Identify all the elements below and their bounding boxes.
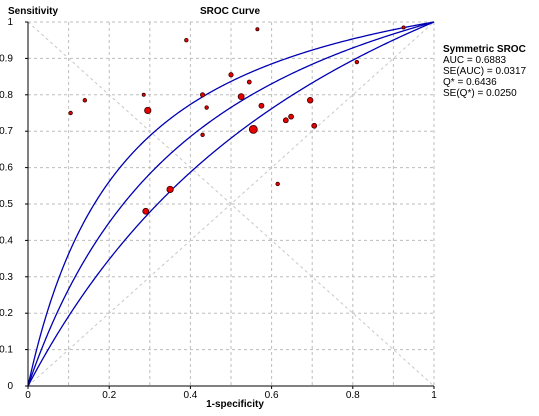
- curves: [27, 21, 435, 387]
- y-tick-label: 0.9: [0, 53, 13, 64]
- annotation-heading: Symmetric SROC: [443, 44, 526, 55]
- study-point: [258, 102, 265, 109]
- annotation-se-auc: SE(AUC) = 0.0317: [443, 66, 527, 77]
- q-star-diagonal: [27, 21, 435, 387]
- study-point: [354, 59, 360, 65]
- study-point: [311, 122, 318, 129]
- study-point: [184, 38, 189, 43]
- sroc-curve: [27, 21, 435, 387]
- x-tick-label: 0.2: [102, 390, 116, 401]
- y-axis-label: Sensitivity: [8, 6, 58, 17]
- x-tick-label: 1: [431, 390, 437, 401]
- y-tick-label: 0: [7, 381, 13, 392]
- x-axis-label: 1-specificity: [206, 399, 264, 410]
- y-tick-label: 0.4: [0, 235, 13, 246]
- study-point: [204, 105, 209, 110]
- y-tick-label: 0.7: [0, 126, 13, 137]
- study-point: [237, 93, 245, 101]
- y-tick-label: 0.2: [0, 308, 13, 319]
- diagonals: [27, 21, 435, 387]
- study-point: [255, 27, 260, 32]
- y-tick-label: 0.3: [0, 272, 13, 283]
- study-point: [288, 113, 294, 120]
- study-point: [246, 79, 252, 85]
- y-tick-label: 0.8: [0, 90, 13, 101]
- study-point: [306, 97, 314, 104]
- study-point: [275, 181, 280, 187]
- annotation-q-star: Q* = 0.6436: [443, 77, 497, 88]
- y-tick-label: 0.6: [0, 163, 13, 174]
- x-tick-label: 0.8: [346, 390, 360, 401]
- y-tick-label: 0.5: [0, 199, 13, 210]
- study-point: [200, 132, 205, 138]
- x-tick-label: 0.6: [265, 390, 279, 401]
- study-point: [144, 106, 152, 115]
- data-points: [68, 25, 406, 215]
- study-point: [248, 124, 258, 134]
- y-tick-label: 0.1: [0, 345, 13, 356]
- sroc-curve-lower: [27, 21, 435, 387]
- chart-title: SROC Curve: [200, 6, 260, 17]
- study-point: [141, 92, 146, 97]
- annotation-se-q-star: SE(Q*) = 0.0250: [443, 88, 517, 99]
- annotation-auc: AUC = 0.6883: [443, 55, 507, 66]
- study-point: [82, 98, 88, 103]
- study-point: [68, 110, 73, 116]
- x-tick-label: 0.4: [183, 390, 197, 401]
- sroc-stats-annotation: Symmetric SROC AUC = 0.6883 SE(AUC) = 0.…: [443, 44, 527, 99]
- study-point: [142, 207, 150, 215]
- tick-labels: 0 0.2 0.4 0.6 0.8 1 0 0.1 0.2 0.3 0.4 0.5 0.6 0.7 0.8 0…: [0, 17, 437, 401]
- study-point: [166, 185, 174, 194]
- study-point: [228, 72, 234, 78]
- x-tick-label: 0: [25, 390, 31, 401]
- sroc-curve-upper: [27, 21, 435, 387]
- study-point: [199, 92, 206, 98]
- y-tick-label: 1: [7, 17, 13, 28]
- study-point: [282, 117, 289, 124]
- study-point: [401, 25, 406, 30]
